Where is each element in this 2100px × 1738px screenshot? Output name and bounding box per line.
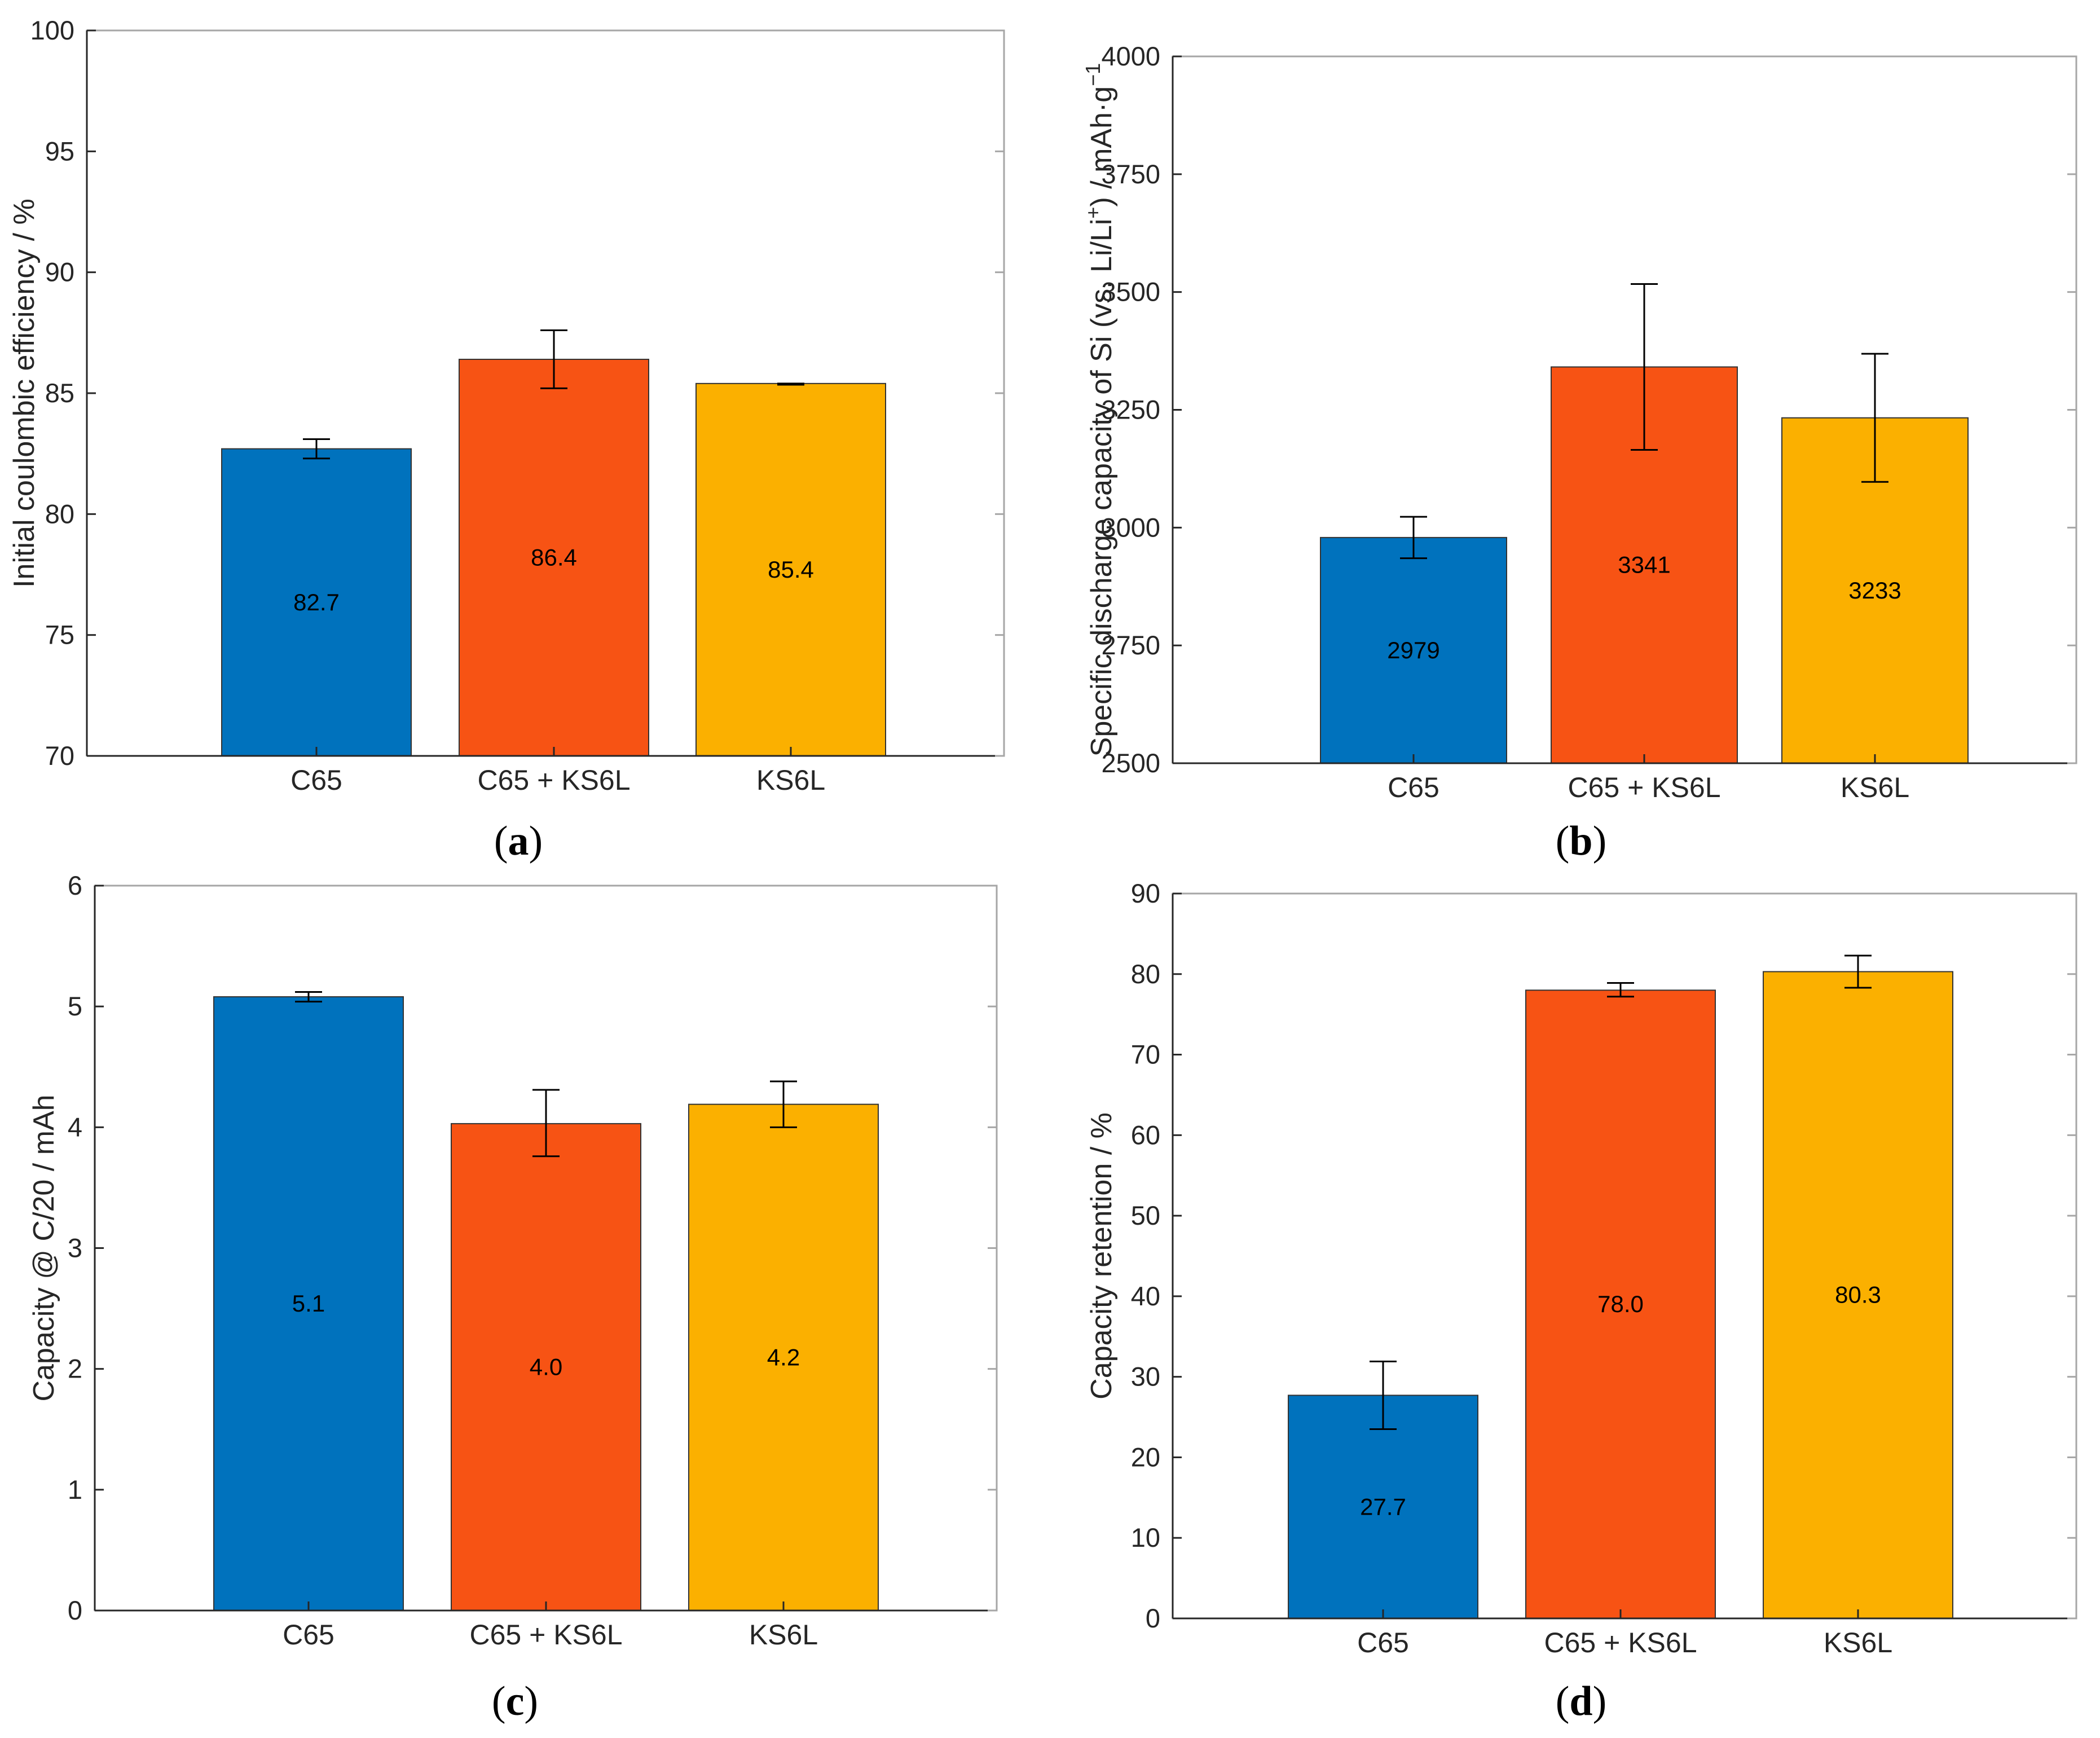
y-tick-label: 75	[45, 620, 74, 650]
x-tick-label-2: KS6L	[1824, 1627, 1892, 1658]
y-tick-label: 90	[1131, 878, 1160, 908]
y-tick-label: 0	[68, 1595, 82, 1625]
error-bar-c-2	[770, 1080, 797, 1128]
value-label-c-2: 4.2	[767, 1344, 800, 1370]
value-label-a-1: 86.4	[531, 544, 577, 570]
error-bar-a-1	[540, 329, 567, 389]
y-tick-label: 95	[45, 136, 74, 166]
x-tick-label-1: C65 + KS6L	[469, 1619, 622, 1651]
y-tick-label: 80	[1131, 959, 1160, 989]
y-axis-label: Initial coulombic efficiency / %	[8, 199, 41, 588]
y-tick-label: 10	[1131, 1523, 1160, 1552]
error-bar-b-1	[1631, 283, 1658, 451]
bar-a-0	[221, 448, 412, 756]
bar-d-2	[1763, 971, 1953, 1619]
bar-b-0	[1320, 536, 1507, 764]
bar-a-2	[695, 382, 886, 756]
y-tick-label: 4000	[1101, 41, 1160, 71]
y-tick-label: 70	[1131, 1040, 1160, 1070]
x-tick-label-0: C65	[290, 764, 342, 796]
y-tick-label: 2500	[1101, 748, 1160, 778]
x-tick-label-2: KS6L	[749, 1619, 818, 1651]
y-tick-label: 3000	[1101, 512, 1160, 542]
value-label-a-0: 82.7	[293, 589, 340, 615]
panel-caption-c: (c)	[492, 1678, 538, 1724]
x-tick-label-2: KS6L	[1841, 772, 1909, 803]
chart-panel-c: 5.1 4.0 4.2 0 1 2 3 4 5 6 C65 C65 + KS6L KS6L Capacit…	[28, 870, 998, 1724]
bar-c-1	[451, 1123, 641, 1611]
value-label-a-2: 85.4	[768, 556, 814, 583]
value-label-d-1: 78.0	[1597, 1291, 1644, 1317]
error-bar-a-2	[777, 382, 804, 386]
chart-panel-b: 2979 3341 3233 2500 2750 3000 3250 3500 3750 4000…	[1081, 41, 2077, 864]
error-bar-b-0	[1400, 516, 1427, 560]
bar-d-0	[1288, 1394, 1478, 1620]
y-tick-label: 20	[1131, 1442, 1160, 1472]
x-tick-label-1: C65 + KS6L	[1568, 772, 1720, 803]
x-tick-label-1: C65 + KS6L	[1544, 1627, 1697, 1658]
y-axis-label: Capacity @ C/20 / mAh	[28, 1094, 60, 1401]
y-tick-label: 0	[1146, 1603, 1160, 1633]
y-tick-label: 30	[1131, 1362, 1160, 1392]
x-tick-label-0: C65	[1357, 1627, 1409, 1658]
chart-panel-d: 27.7 78.0 80.3 0 10 20 30 40 50 60 70 80 90 C65 C65 + …	[1085, 878, 2077, 1724]
panel-caption-b: (b)	[1556, 818, 1606, 864]
y-tick-label: 80	[45, 499, 74, 529]
y-tick-label: 70	[45, 741, 74, 771]
bar-d-1	[1525, 989, 1716, 1619]
bar-c-0	[213, 996, 404, 1611]
y-tick-label: 1	[68, 1475, 82, 1504]
y-tick-label: 60	[1131, 1120, 1160, 1150]
value-label-c-1: 4.0	[530, 1353, 562, 1380]
value-label-d-2: 80.3	[1835, 1282, 1881, 1308]
y-tick-label: 3500	[1101, 277, 1160, 307]
value-label-c-0: 5.1	[292, 1290, 325, 1317]
y-tick-label: 90	[45, 257, 74, 287]
y-tick-label: 3750	[1101, 159, 1160, 189]
y-tick-label: 50	[1131, 1200, 1160, 1230]
y-tick-label: 3250	[1101, 395, 1160, 425]
y-tick-label: 85	[45, 378, 74, 408]
chart-panel-a: 82.7 86.4 85.4 70 75 80 85 90 95 100 C65 C65 + KS6L…	[8, 15, 1005, 864]
error-bar-d-0	[1370, 1361, 1397, 1430]
x-tick-label-1: C65 + KS6L	[477, 764, 630, 796]
bar-c-2	[688, 1103, 879, 1612]
error-bar-a-0	[303, 438, 330, 460]
y-tick-label: 5	[68, 991, 82, 1021]
x-tick-label-0: C65	[283, 1619, 334, 1651]
error-bar-c-1	[532, 1089, 560, 1158]
value-label-d-0: 27.7	[1360, 1493, 1406, 1520]
error-bar-d-2	[1844, 954, 1872, 989]
y-tick-label: 6	[68, 870, 82, 900]
y-tick-label: 2750	[1101, 630, 1160, 660]
panel-caption-d: (d)	[1556, 1678, 1606, 1724]
value-label-b-2: 3233	[1848, 577, 1901, 604]
y-tick-label: 3	[68, 1233, 82, 1263]
y-tick-label: 2	[68, 1354, 82, 1384]
error-bar-b-2	[1861, 353, 1888, 483]
panel-caption-a: (a)	[494, 818, 543, 864]
error-bar-d-1	[1607, 982, 1634, 998]
y-tick-label: 4	[68, 1112, 82, 1142]
y-tick-label: 40	[1131, 1281, 1160, 1311]
x-tick-label-0: C65	[1388, 772, 1439, 803]
y-axis-label: Capacity retention / %	[1085, 1112, 1118, 1400]
value-label-b-1: 3341	[1618, 552, 1670, 578]
y-tick-label: 100	[30, 15, 74, 45]
error-bar-c-0	[295, 991, 322, 1003]
value-label-b-0: 2979	[1387, 637, 1439, 663]
y-axis-label: Specific discharge capacity of Si (vs. L…	[1081, 63, 1118, 757]
x-tick-label-2: KS6L	[756, 764, 825, 796]
